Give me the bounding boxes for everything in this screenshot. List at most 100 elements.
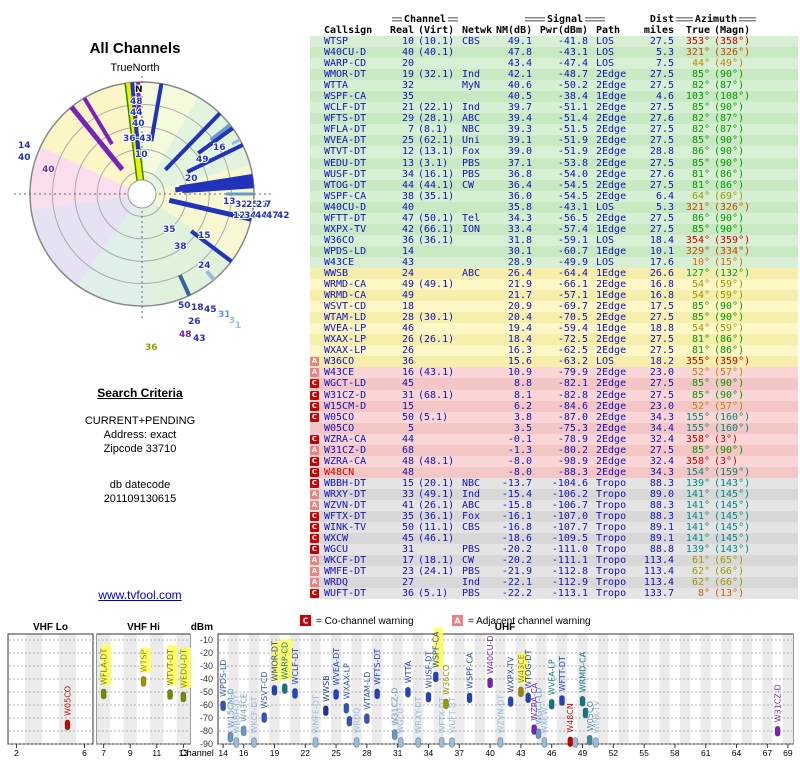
cell-cs: WEDU-DT	[324, 157, 367, 169]
cell-mi: 27.6	[649, 168, 674, 180]
radar-channel-label: 44	[130, 108, 143, 118]
station-marker	[518, 686, 524, 698]
table-row: WSVT-CD 18 20.9 -69.7 2Edge 17.5 85° (90°)	[310, 301, 798, 313]
cell-cs: W05CO	[324, 411, 355, 423]
channel-stripe	[310, 634, 321, 744]
channel-stripe	[659, 634, 670, 744]
cell-mi: 23.0	[649, 400, 674, 412]
cell-mi: 5.3	[655, 201, 674, 213]
cell-nw	[460, 434, 496, 445]
co-channel-warning-badge: C	[310, 401, 319, 411]
channel-stripe	[495, 634, 506, 744]
cell-vi: (10.1)	[418, 36, 455, 47]
channel-stripe	[721, 634, 732, 744]
table-row: C WGCT-LD 45 8.8 -82.1 2Edge 27.5 85° (90°)	[310, 378, 798, 390]
cell-nw: Ind	[462, 577, 481, 589]
radar-spoke	[186, 184, 254, 193]
cell-pw: -104.6	[551, 477, 588, 489]
station-label: WRXY-DT	[414, 697, 423, 734]
cell-re: 35	[401, 91, 414, 103]
cell-pa: Tropo	[596, 577, 627, 589]
cell-mi: 133.7	[643, 588, 674, 600]
cell-pa: 1Edge	[596, 245, 627, 257]
station-marker	[525, 692, 532, 704]
cell-nm: 20.9	[507, 301, 532, 313]
cell-mi: 88.3	[649, 511, 674, 523]
station-label: W05CO	[586, 701, 595, 731]
channel-stripe	[228, 634, 239, 744]
cell-cs: WMOR-DT	[324, 69, 367, 81]
station-marker	[100, 688, 107, 700]
warning-badge-cell	[310, 135, 324, 146]
group-signal: Signal	[496, 14, 634, 25]
tvfool-link[interactable]: www.tvfool.com	[98, 588, 182, 602]
table-row: A W43CE 16 (43.1) 10.9 -79.9 2Edge 23.0 52° (57°)	[310, 367, 798, 379]
cell-nw: ION	[462, 223, 481, 235]
cell-mg: (66°)	[714, 577, 745, 589]
x-tick-label: 46	[547, 748, 557, 758]
cell-tr: 52°	[691, 367, 710, 379]
table-row: WEDU-DT 13 (3.1) PBS 37.1 -53.8 2Edge 27.5 85° (9…	[310, 157, 798, 169]
co-channel-warning-badge: C	[310, 589, 319, 599]
cell-tr: 85°	[691, 378, 710, 390]
cell-nw	[460, 290, 496, 301]
cell-tr: 85°	[691, 135, 710, 147]
cell-pw: -48.7	[557, 69, 588, 81]
cell-nm: 3.8	[513, 411, 532, 423]
station-label: W48CN	[566, 703, 575, 733]
cell-pw: -75.3	[557, 422, 588, 434]
y-tick-label: -20	[200, 648, 213, 658]
cell-vi	[414, 356, 460, 367]
cell-nw: Ind	[462, 488, 481, 500]
table-row: A WKCF-DT 17 (18.1) CW -20.2 -111.1 Tropo 113.4 6…	[310, 555, 798, 567]
warning-badge-cell	[310, 58, 324, 69]
cell-pw: -69.7	[557, 301, 588, 313]
cell-cs: W43CE	[324, 256, 355, 268]
search-zipcode: Zipcode 33710	[103, 443, 177, 455]
station-marker	[405, 686, 411, 698]
table-row: W43CE 43 28.9 -49.9 LOS 17.6 10° (15°)	[310, 256, 798, 268]
cell-pa: 2Edge	[596, 455, 627, 467]
col-pwr: Pwr(dBm)	[539, 25, 588, 36]
radar-channel-label: 43	[193, 334, 206, 344]
cell-nm: 30.1	[507, 245, 532, 257]
cell-nw	[460, 58, 496, 69]
cell-cs: WKCF-DT	[324, 555, 367, 567]
cell-pw: -72.5	[557, 334, 588, 346]
cell-tr: 54°	[691, 323, 710, 335]
cell-cs: WZVN-DT	[324, 499, 367, 511]
radar-channel-label: 32	[235, 200, 248, 210]
cell-nm: 39.0	[507, 146, 532, 158]
station-marker	[220, 700, 226, 712]
radar-channel-label: 36	[145, 343, 158, 353]
cell-nw: PBS	[462, 566, 481, 578]
cell-mg: (159°)	[714, 466, 751, 478]
adjacent-channel-warning-badge: A	[310, 445, 319, 455]
cell-mg: (59°)	[714, 290, 745, 302]
cell-nm: 34.3	[507, 212, 532, 224]
radar-channel-label: 26	[188, 317, 201, 327]
co-channel-warning-badge: C	[310, 434, 319, 444]
warning-badge-cell	[310, 290, 324, 301]
warning-badge-cell: C	[310, 478, 324, 489]
band-chart-svg: C = Co-channel warning A = Adjacent channel…	[7, 615, 794, 758]
cell-tr: 355°	[685, 356, 710, 368]
cell-mi: 89.1	[649, 533, 674, 545]
cell-vi: (13.1)	[418, 146, 455, 158]
cell-pa: 1Edge	[596, 290, 627, 302]
cell-vi	[414, 345, 460, 356]
station-label: WCLF-DT	[291, 648, 300, 685]
station-marker	[271, 684, 278, 696]
cell-mi: 88.3	[649, 499, 674, 511]
station-label: WEDU-DT	[179, 649, 188, 688]
table-row: W40CU-D 40 (40.1) 47.8 -43.1 LOS 5.3 321° (326°)	[310, 47, 798, 59]
cell-tr: 321°	[685, 201, 710, 213]
x-tick-label: 69	[783, 748, 793, 758]
cell-re: 29	[401, 113, 414, 125]
station-label: WSVT-CD	[260, 671, 269, 708]
col-miles: miles	[643, 25, 674, 36]
y-tick-label: -60	[200, 700, 213, 710]
cell-tr: 155°	[685, 422, 710, 434]
cell-re: 45	[401, 533, 414, 545]
